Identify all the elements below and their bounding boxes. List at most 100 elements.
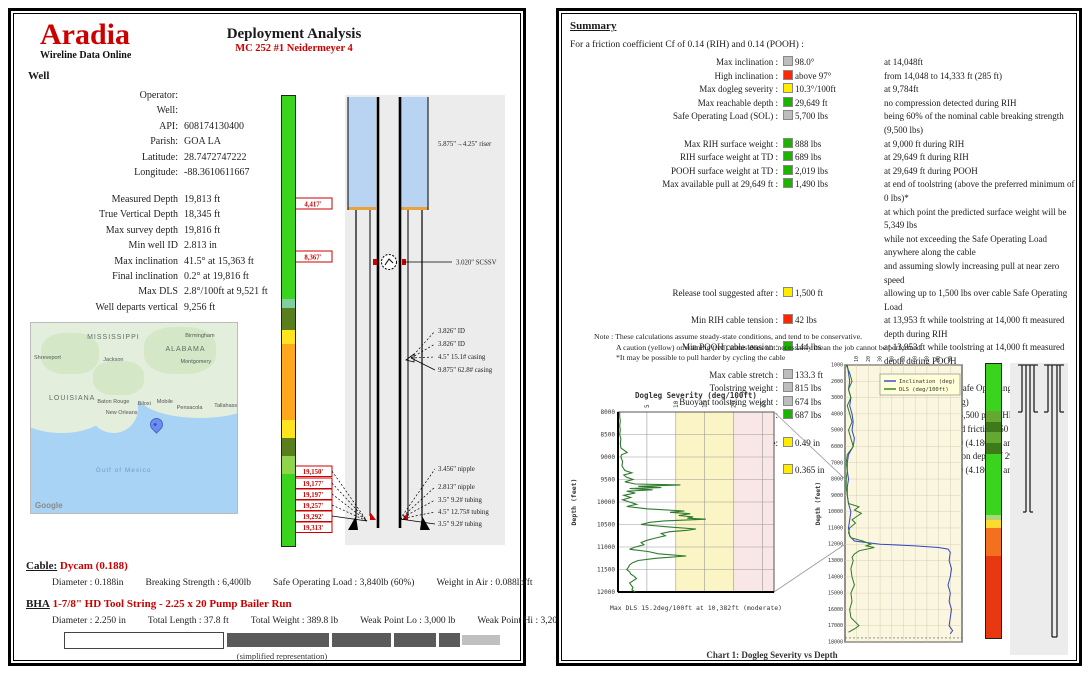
summary-notes: at 13,953 ft while toolstring at 14,000 … bbox=[884, 341, 1076, 368]
colorbar-segment bbox=[282, 438, 295, 456]
schematic-annotation: 4.5" 15.1# casing bbox=[438, 354, 486, 361]
chart-text: Depth (feet) bbox=[815, 482, 822, 525]
chart-text: 8500 bbox=[601, 432, 616, 439]
kv-value: GOA LA bbox=[184, 136, 221, 148]
summary-note-line: and assuming slowly increasing pull at n… bbox=[884, 260, 1060, 285]
toolstring-segment bbox=[331, 633, 391, 647]
status-square-icon bbox=[783, 436, 793, 447]
summary-label: High inclination : bbox=[714, 70, 779, 81]
kv-value: 28.7472747222 bbox=[184, 151, 247, 163]
status-square-icon bbox=[783, 83, 793, 94]
chart-text: 20 bbox=[866, 356, 872, 362]
footnote-line: A caution (yellow) or warning (red) stat… bbox=[616, 342, 923, 352]
detail-item: Total Length : 37.8 ft bbox=[147, 616, 229, 626]
summary-row: Max inclination : 98.0° at 14,048ft bbox=[570, 56, 1076, 70]
summary-row: Max reachable depth : 29,649 ft no compres… bbox=[570, 96, 1076, 111]
colorbar-segment bbox=[986, 421, 1001, 433]
map-state-label: MISSISSIPPI bbox=[87, 334, 140, 342]
report-page-right: Summary For a friction coefficient Cf of… bbox=[556, 8, 1082, 666]
status-square-icon bbox=[783, 314, 793, 325]
toolstring-segment bbox=[227, 633, 329, 647]
chart-text: 8000 bbox=[831, 477, 843, 483]
kv-value: 18,345 ft bbox=[184, 209, 221, 221]
summary-notes: at 9,784ft bbox=[884, 83, 1076, 97]
schematic-annotation: 3.456" nipple bbox=[438, 466, 475, 473]
summary-notes: being 60% of the nominal cable breaking … bbox=[884, 110, 1076, 137]
chart-text: Chart 1: Dogleg Severity vs Depth bbox=[706, 650, 837, 660]
summary-label: Max RIH surface weight : bbox=[684, 138, 778, 149]
bha-heading: BHA bbox=[26, 598, 50, 610]
summary-row: RIH surface weight at TD : 689 lbs at 29,6… bbox=[570, 151, 1076, 165]
toolstring-segment bbox=[64, 631, 225, 649]
detail-item: Safe Operating Load : 3,840lb (60%) bbox=[273, 578, 415, 588]
detail-item: Diameter : 0.188in bbox=[52, 578, 124, 588]
colorbar-segment bbox=[282, 420, 295, 438]
kv-label: Longitude: bbox=[134, 167, 178, 179]
summary-label: Toolstring weight : bbox=[709, 383, 778, 394]
schematic-annotation: 19,292' bbox=[303, 514, 324, 521]
summary-label: RIH surface weight at TD : bbox=[679, 152, 778, 163]
map-city-label: Biloxi bbox=[137, 400, 151, 407]
summary-value: 674 lbs bbox=[783, 395, 879, 410]
summary-label: Buoyant toolstring weight : bbox=[679, 396, 778, 407]
summary-notes: at end of toolstring (above the preferre… bbox=[884, 178, 1076, 287]
summary-note-line: at end of toolstring (above the preferre… bbox=[884, 179, 1075, 203]
chart-text: 90 bbox=[948, 356, 954, 362]
summary-label: Max reachable depth : bbox=[697, 97, 778, 108]
chart-text: 9000 bbox=[831, 493, 843, 499]
summary-value: 29,649 ft bbox=[783, 96, 879, 111]
map-city-label: Shreveport bbox=[34, 355, 61, 362]
mini-well-schematic bbox=[1010, 363, 1068, 655]
toolstring-segment bbox=[393, 633, 436, 647]
survey-colorbar bbox=[281, 95, 296, 547]
chart-text: Inclination (deg) bbox=[899, 379, 955, 385]
location-map[interactable]: MISSISSIPPI ALABAMA LOUISIANA Shreveport Ja… bbox=[30, 322, 238, 514]
schematic-annotation: 19,197' bbox=[303, 492, 324, 499]
dls-line bbox=[619, 412, 706, 593]
google-watermark: Google bbox=[35, 501, 63, 510]
schematic-annotation: 4,417' bbox=[304, 202, 321, 209]
chart-text: 11500 bbox=[597, 567, 615, 574]
colorbar-segment bbox=[986, 555, 1001, 638]
kv-label: API: bbox=[159, 120, 178, 132]
schematic-annotation: 4.5" 12.75# tubing bbox=[438, 509, 489, 516]
map-city-label: Baton Rouge bbox=[97, 399, 130, 405]
colorbar-segment bbox=[282, 456, 295, 474]
summary-footnotes: Note : These calculations assume steady-… bbox=[582, 332, 1062, 364]
chart-text: 12000 bbox=[828, 542, 843, 548]
scssv-valve-icon bbox=[381, 254, 397, 270]
chart-text: 10000 bbox=[597, 499, 615, 506]
inclination-line bbox=[846, 364, 954, 635]
bha-details: Diameter : 2.250 in Total Length : 37.8 f… bbox=[52, 616, 594, 626]
kv-label: Max survey depth bbox=[105, 224, 178, 236]
map-pin-icon bbox=[147, 415, 167, 434]
kv-label: Latitude: bbox=[141, 151, 178, 163]
colorbar-segment bbox=[986, 443, 1001, 455]
chart-text: Depth (feet) bbox=[570, 479, 578, 526]
kv-value: 2.8°/100ft at 9,521 ft bbox=[184, 286, 268, 298]
chart-text: 14000 bbox=[828, 574, 843, 580]
summary-label: Min RIH cable tension : bbox=[691, 315, 778, 326]
summary-note-line: being 60% of the nominal cable breaking … bbox=[884, 111, 1064, 135]
chart-text: 80 bbox=[936, 356, 942, 362]
status-square-icon bbox=[783, 178, 793, 189]
page-left-inner: Aradia Wireline Data Online Deployment A… bbox=[13, 13, 572, 661]
chart-text: 70 bbox=[924, 356, 930, 362]
schematic-annotation: 3.5" 9.2# tubing bbox=[438, 521, 483, 528]
kv-value: 41.5° at 15,363 ft bbox=[184, 255, 254, 267]
status-square-icon bbox=[783, 137, 793, 148]
chart-text: 7000 bbox=[831, 460, 843, 466]
chart-text: DLS (deg/100ft) bbox=[899, 387, 949, 393]
status-square-icon bbox=[783, 287, 793, 298]
colorbar-segment bbox=[282, 298, 295, 308]
sea-label: Gulf of Mexico bbox=[95, 467, 152, 475]
colorbar-segment bbox=[282, 96, 295, 299]
kv-label: Well departs vertical bbox=[95, 301, 179, 313]
summary-row: Min POOH cable tension : 144 lbs at 13,953… bbox=[570, 341, 1076, 368]
chart-text: 16000 bbox=[828, 607, 843, 613]
schematic-annotation: 3.826" ID bbox=[438, 328, 465, 335]
chart-text: Dogleg Severity (deg/100ft) bbox=[635, 391, 757, 400]
colorbar-segment bbox=[282, 307, 295, 330]
summary-value: 1,490 lbs bbox=[783, 178, 879, 287]
